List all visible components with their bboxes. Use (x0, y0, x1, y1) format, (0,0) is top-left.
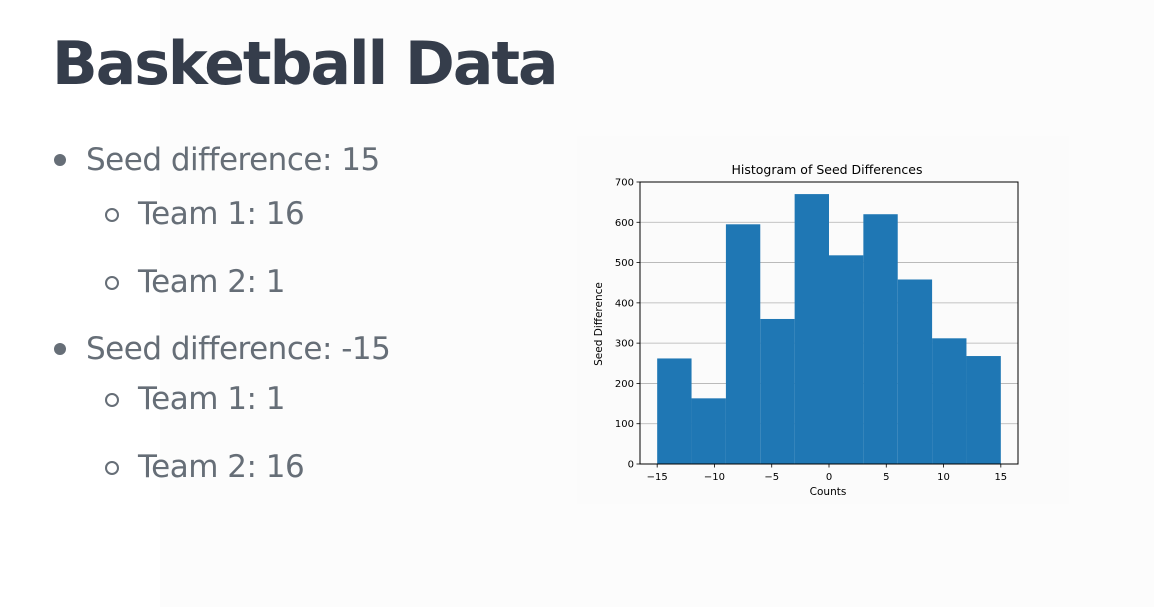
x-tick-label: −5 (764, 472, 779, 483)
y-tick-label: 300 (615, 339, 634, 350)
y-tick-label: 700 (615, 178, 634, 189)
y-axis-label: Seed Difference (593, 282, 605, 366)
histogram-bar (794, 194, 829, 465)
x-tick-label: 0 (826, 472, 832, 483)
x-tick-label: 5 (883, 472, 889, 483)
slide-title: Basketball Data (52, 29, 559, 99)
x-tick-label: 10 (937, 472, 950, 483)
sub-bullet-circle-icon (105, 461, 119, 475)
bullet-dot-icon (54, 343, 66, 355)
x-tick-label: 15 (994, 472, 1007, 483)
y-tick-label: 200 (615, 379, 634, 390)
histogram-bars (657, 194, 1001, 465)
sub-bullet-circle-icon (105, 393, 119, 407)
histogram-bar (691, 398, 726, 464)
y-axis-ticks: 0 100 200 300 400 500 600 700 (615, 178, 640, 471)
histogram-bar (932, 338, 967, 464)
histogram-bar (725, 224, 761, 464)
x-tick-label: −10 (704, 472, 725, 483)
bullet-text: Seed difference: 15 (86, 142, 380, 178)
sub-bullet-text: Team 1: 16 (138, 196, 305, 232)
y-tick-label: 400 (615, 298, 634, 309)
x-axis-ticks: −15 −10 −5 0 5 10 15 (647, 464, 1007, 483)
histogram-svg: Histogram of Seed Differences −15 −10 −5 0 5… (593, 162, 1019, 498)
sub-bullet-text: Team 1: 1 (138, 381, 286, 417)
y-tick-label: 600 (615, 218, 634, 229)
y-tick-label: 100 (615, 419, 634, 430)
histogram-bar (760, 318, 795, 464)
bullet-dot-icon (54, 154, 66, 166)
y-tick-label: 0 (628, 460, 634, 471)
bullet-text: Seed difference: -15 (86, 331, 391, 367)
histogram-bar (897, 279, 933, 464)
chart-title: Histogram of Seed Differences (731, 162, 922, 177)
histogram-bar (829, 255, 864, 464)
histogram-chart: Histogram of Seed Differences −15 −10 −5 0 5… (577, 136, 1069, 504)
histogram-bar (657, 358, 692, 464)
histogram-bar (863, 214, 898, 464)
sub-bullet-text: Team 2: 16 (138, 449, 305, 485)
y-tick-label: 500 (615, 258, 634, 269)
histogram-bar (966, 356, 1001, 464)
sub-bullet-text: Team 2: 1 (138, 264, 286, 300)
x-tick-label: −15 (647, 472, 668, 483)
x-axis-label: Counts (810, 486, 847, 498)
sub-bullet-circle-icon (105, 208, 119, 222)
sub-bullet-circle-icon (105, 276, 119, 290)
